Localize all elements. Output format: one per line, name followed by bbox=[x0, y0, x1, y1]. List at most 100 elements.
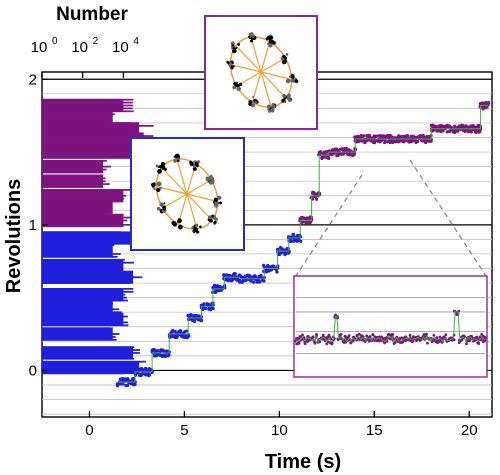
trace-point bbox=[218, 284, 222, 289]
histogram-bar bbox=[42, 141, 156, 143]
rotor-marker bbox=[199, 225, 202, 229]
rotor-spoke bbox=[176, 159, 188, 195]
trace-point bbox=[441, 129, 445, 133]
histogram-bar bbox=[42, 321, 129, 324]
histogram-bar bbox=[42, 231, 121, 233]
zoom-trace-point bbox=[371, 333, 375, 337]
histogram-bar bbox=[42, 360, 146, 363]
inset-second-revolution bbox=[204, 15, 318, 130]
zoom-trace-point bbox=[426, 341, 429, 345]
trace-point bbox=[327, 156, 331, 160]
histogram-bar bbox=[42, 133, 137, 136]
rotor-marker bbox=[249, 32, 254, 37]
zoom-trace-point bbox=[418, 339, 422, 342]
zoom-trace-point bbox=[313, 341, 317, 345]
histogram-bar bbox=[42, 308, 120, 311]
trace-point bbox=[309, 219, 313, 223]
rotor-marker bbox=[268, 43, 273, 48]
histogram-bar bbox=[42, 261, 135, 264]
zoom-trace-point bbox=[389, 337, 392, 341]
zoom-trace-point bbox=[422, 333, 426, 336]
rotor-marker bbox=[271, 102, 275, 106]
rotor-spoke bbox=[162, 193, 188, 209]
rotor-marker bbox=[285, 52, 289, 56]
histogram-bar bbox=[42, 206, 109, 209]
rotor-diagram-first bbox=[151, 153, 223, 234]
zoom-trace-point bbox=[465, 342, 468, 346]
rotor-marker bbox=[230, 41, 235, 46]
rotor-spoke bbox=[186, 179, 212, 195]
rotor-marker bbox=[227, 63, 231, 67]
trace-point bbox=[147, 373, 151, 377]
histogram-bar bbox=[42, 349, 141, 351]
histogram-bar bbox=[42, 288, 134, 290]
rotor-marker bbox=[252, 95, 255, 99]
trace-point bbox=[361, 134, 365, 138]
zoom-inset-trace bbox=[293, 309, 487, 346]
trace-point bbox=[222, 273, 226, 277]
histogram-bar bbox=[42, 264, 119, 267]
top-tick-exponent: 0 bbox=[52, 36, 58, 47]
rotor-marker bbox=[266, 35, 272, 40]
zoom-trace-point bbox=[415, 339, 419, 343]
histogram-bar bbox=[42, 318, 113, 321]
histogram-bar bbox=[42, 159, 107, 162]
zoom-trace-point bbox=[325, 342, 329, 346]
rotor-spoke bbox=[260, 57, 286, 73]
rotor-spoke bbox=[186, 193, 218, 203]
rotor-spoke bbox=[250, 37, 262, 73]
trace-point bbox=[291, 233, 296, 237]
rotor-spoke bbox=[235, 45, 262, 73]
rotor-marker bbox=[235, 84, 238, 87]
histogram-bar bbox=[42, 165, 112, 168]
zoom-connector-left bbox=[295, 174, 363, 277]
zoom-trace-point bbox=[387, 332, 391, 336]
zoom-trace-point bbox=[400, 336, 403, 340]
trace-point bbox=[121, 382, 125, 386]
rotor-marker bbox=[205, 176, 209, 180]
rotor-marker bbox=[209, 174, 213, 178]
trace-point bbox=[169, 335, 173, 339]
rotor-marker bbox=[213, 197, 218, 202]
histogram-bar bbox=[42, 213, 124, 216]
histogram-bar bbox=[42, 200, 120, 203]
rotor-marker bbox=[284, 100, 287, 103]
histogram-bar bbox=[42, 327, 111, 330]
rotor-marker bbox=[249, 103, 252, 106]
rotor-spoke bbox=[260, 71, 292, 81]
histogram-bar bbox=[42, 183, 110, 185]
trace-point bbox=[179, 330, 183, 334]
trace-point bbox=[175, 335, 179, 339]
histogram-bar bbox=[42, 244, 115, 247]
rotor-marker bbox=[156, 206, 161, 211]
zoom-trace-point bbox=[318, 340, 322, 344]
trace-point bbox=[197, 318, 201, 322]
histogram-bar bbox=[42, 130, 130, 133]
rotor-marker bbox=[159, 202, 164, 207]
rotor-marker bbox=[214, 217, 218, 222]
trace-point bbox=[125, 383, 130, 388]
y-tick-label: 1 bbox=[29, 217, 37, 234]
histogram-bar bbox=[42, 372, 125, 375]
rotor-marker bbox=[189, 162, 194, 166]
rotor-marker bbox=[227, 61, 230, 64]
histogram-bar bbox=[42, 354, 129, 357]
zoom-trace-point bbox=[390, 333, 393, 336]
zoom-trace-point bbox=[349, 341, 353, 345]
rotor-marker bbox=[285, 78, 291, 84]
histogram-bar bbox=[42, 104, 133, 107]
rotor-markers bbox=[226, 32, 299, 113]
histogram-bar bbox=[42, 127, 127, 130]
rotor-spoke bbox=[260, 71, 272, 107]
rotor-marker bbox=[193, 227, 198, 232]
trace-point bbox=[192, 319, 197, 324]
rotor-marker bbox=[158, 169, 162, 173]
trace-point bbox=[432, 128, 436, 132]
zoom-trace-point bbox=[330, 342, 334, 346]
trace-point bbox=[429, 139, 433, 143]
trace-point bbox=[233, 272, 237, 276]
trace-point bbox=[189, 312, 193, 317]
rotor-spokes bbox=[230, 37, 292, 107]
histogram-bar bbox=[42, 305, 105, 308]
